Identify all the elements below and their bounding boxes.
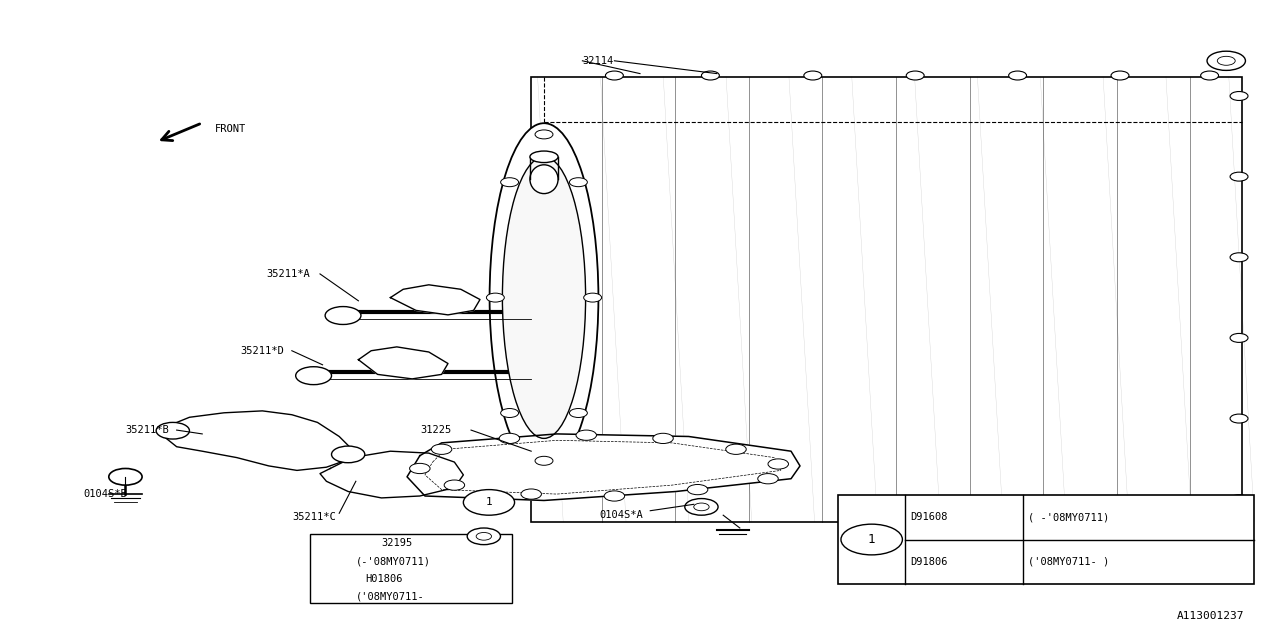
Circle shape (1230, 253, 1248, 262)
Circle shape (325, 307, 361, 324)
Circle shape (685, 499, 718, 515)
Circle shape (444, 480, 465, 490)
Text: D91608: D91608 (910, 513, 947, 522)
Circle shape (1207, 529, 1245, 548)
FancyBboxPatch shape (838, 495, 1254, 584)
Circle shape (410, 463, 430, 474)
Circle shape (463, 490, 515, 515)
Polygon shape (407, 434, 800, 500)
Text: ('08MY0711-: ('08MY0711- (356, 591, 425, 602)
Circle shape (570, 408, 588, 417)
FancyBboxPatch shape (531, 77, 1242, 522)
Circle shape (156, 422, 189, 439)
Circle shape (535, 456, 553, 465)
Text: 0104S*B: 0104S*B (83, 489, 127, 499)
Text: ( -'08MY0711): ( -'08MY0711) (1028, 513, 1108, 522)
Text: 1: 1 (485, 497, 493, 508)
Circle shape (906, 71, 924, 80)
Ellipse shape (489, 123, 599, 472)
Polygon shape (390, 285, 480, 315)
Circle shape (687, 484, 708, 495)
Text: A113001237: A113001237 (1176, 611, 1244, 621)
Circle shape (499, 433, 520, 444)
Circle shape (701, 71, 719, 80)
Circle shape (570, 178, 588, 187)
Circle shape (1230, 414, 1248, 423)
Circle shape (500, 408, 518, 417)
Ellipse shape (502, 157, 586, 438)
Polygon shape (320, 451, 463, 498)
Circle shape (804, 71, 822, 80)
Text: 31225: 31225 (420, 425, 451, 435)
Text: D91806: D91806 (910, 557, 947, 566)
Circle shape (584, 293, 602, 302)
Circle shape (1217, 534, 1235, 543)
Circle shape (726, 444, 746, 454)
Circle shape (431, 444, 452, 454)
Circle shape (1201, 71, 1219, 80)
Circle shape (1217, 56, 1235, 65)
Circle shape (467, 528, 500, 545)
Circle shape (694, 503, 709, 511)
Text: (-'08MY0711): (-'08MY0711) (356, 557, 431, 567)
Circle shape (1009, 71, 1027, 80)
Circle shape (535, 130, 553, 139)
Circle shape (521, 489, 541, 499)
Text: 1: 1 (868, 533, 876, 546)
Circle shape (1230, 172, 1248, 181)
Circle shape (653, 433, 673, 444)
Text: 35211*D: 35211*D (241, 346, 284, 356)
Circle shape (109, 468, 142, 485)
Circle shape (1111, 71, 1129, 80)
Circle shape (1230, 333, 1248, 342)
Circle shape (841, 524, 902, 555)
Text: ('08MY0711- ): ('08MY0711- ) (1028, 557, 1108, 566)
Circle shape (486, 293, 504, 302)
Ellipse shape (530, 151, 558, 163)
Text: FRONT: FRONT (215, 124, 246, 134)
Text: 32195: 32195 (381, 538, 412, 548)
Polygon shape (358, 347, 448, 379)
Circle shape (332, 446, 365, 463)
FancyBboxPatch shape (310, 534, 512, 603)
Circle shape (576, 430, 596, 440)
Circle shape (296, 367, 332, 385)
Circle shape (1207, 51, 1245, 70)
Circle shape (1230, 92, 1248, 100)
Text: 32114: 32114 (582, 56, 613, 66)
Ellipse shape (530, 165, 558, 194)
Text: 35211*A: 35211*A (266, 269, 310, 279)
Circle shape (500, 178, 518, 187)
Circle shape (1230, 495, 1248, 504)
Circle shape (758, 474, 778, 484)
Text: 0104S*A: 0104S*A (599, 510, 643, 520)
Circle shape (604, 491, 625, 501)
Text: 35211*B: 35211*B (125, 425, 169, 435)
Text: 35211*C: 35211*C (292, 512, 335, 522)
Circle shape (768, 459, 788, 469)
Circle shape (605, 71, 623, 80)
Text: H01806: H01806 (365, 574, 402, 584)
Circle shape (476, 532, 492, 540)
Polygon shape (164, 411, 352, 470)
